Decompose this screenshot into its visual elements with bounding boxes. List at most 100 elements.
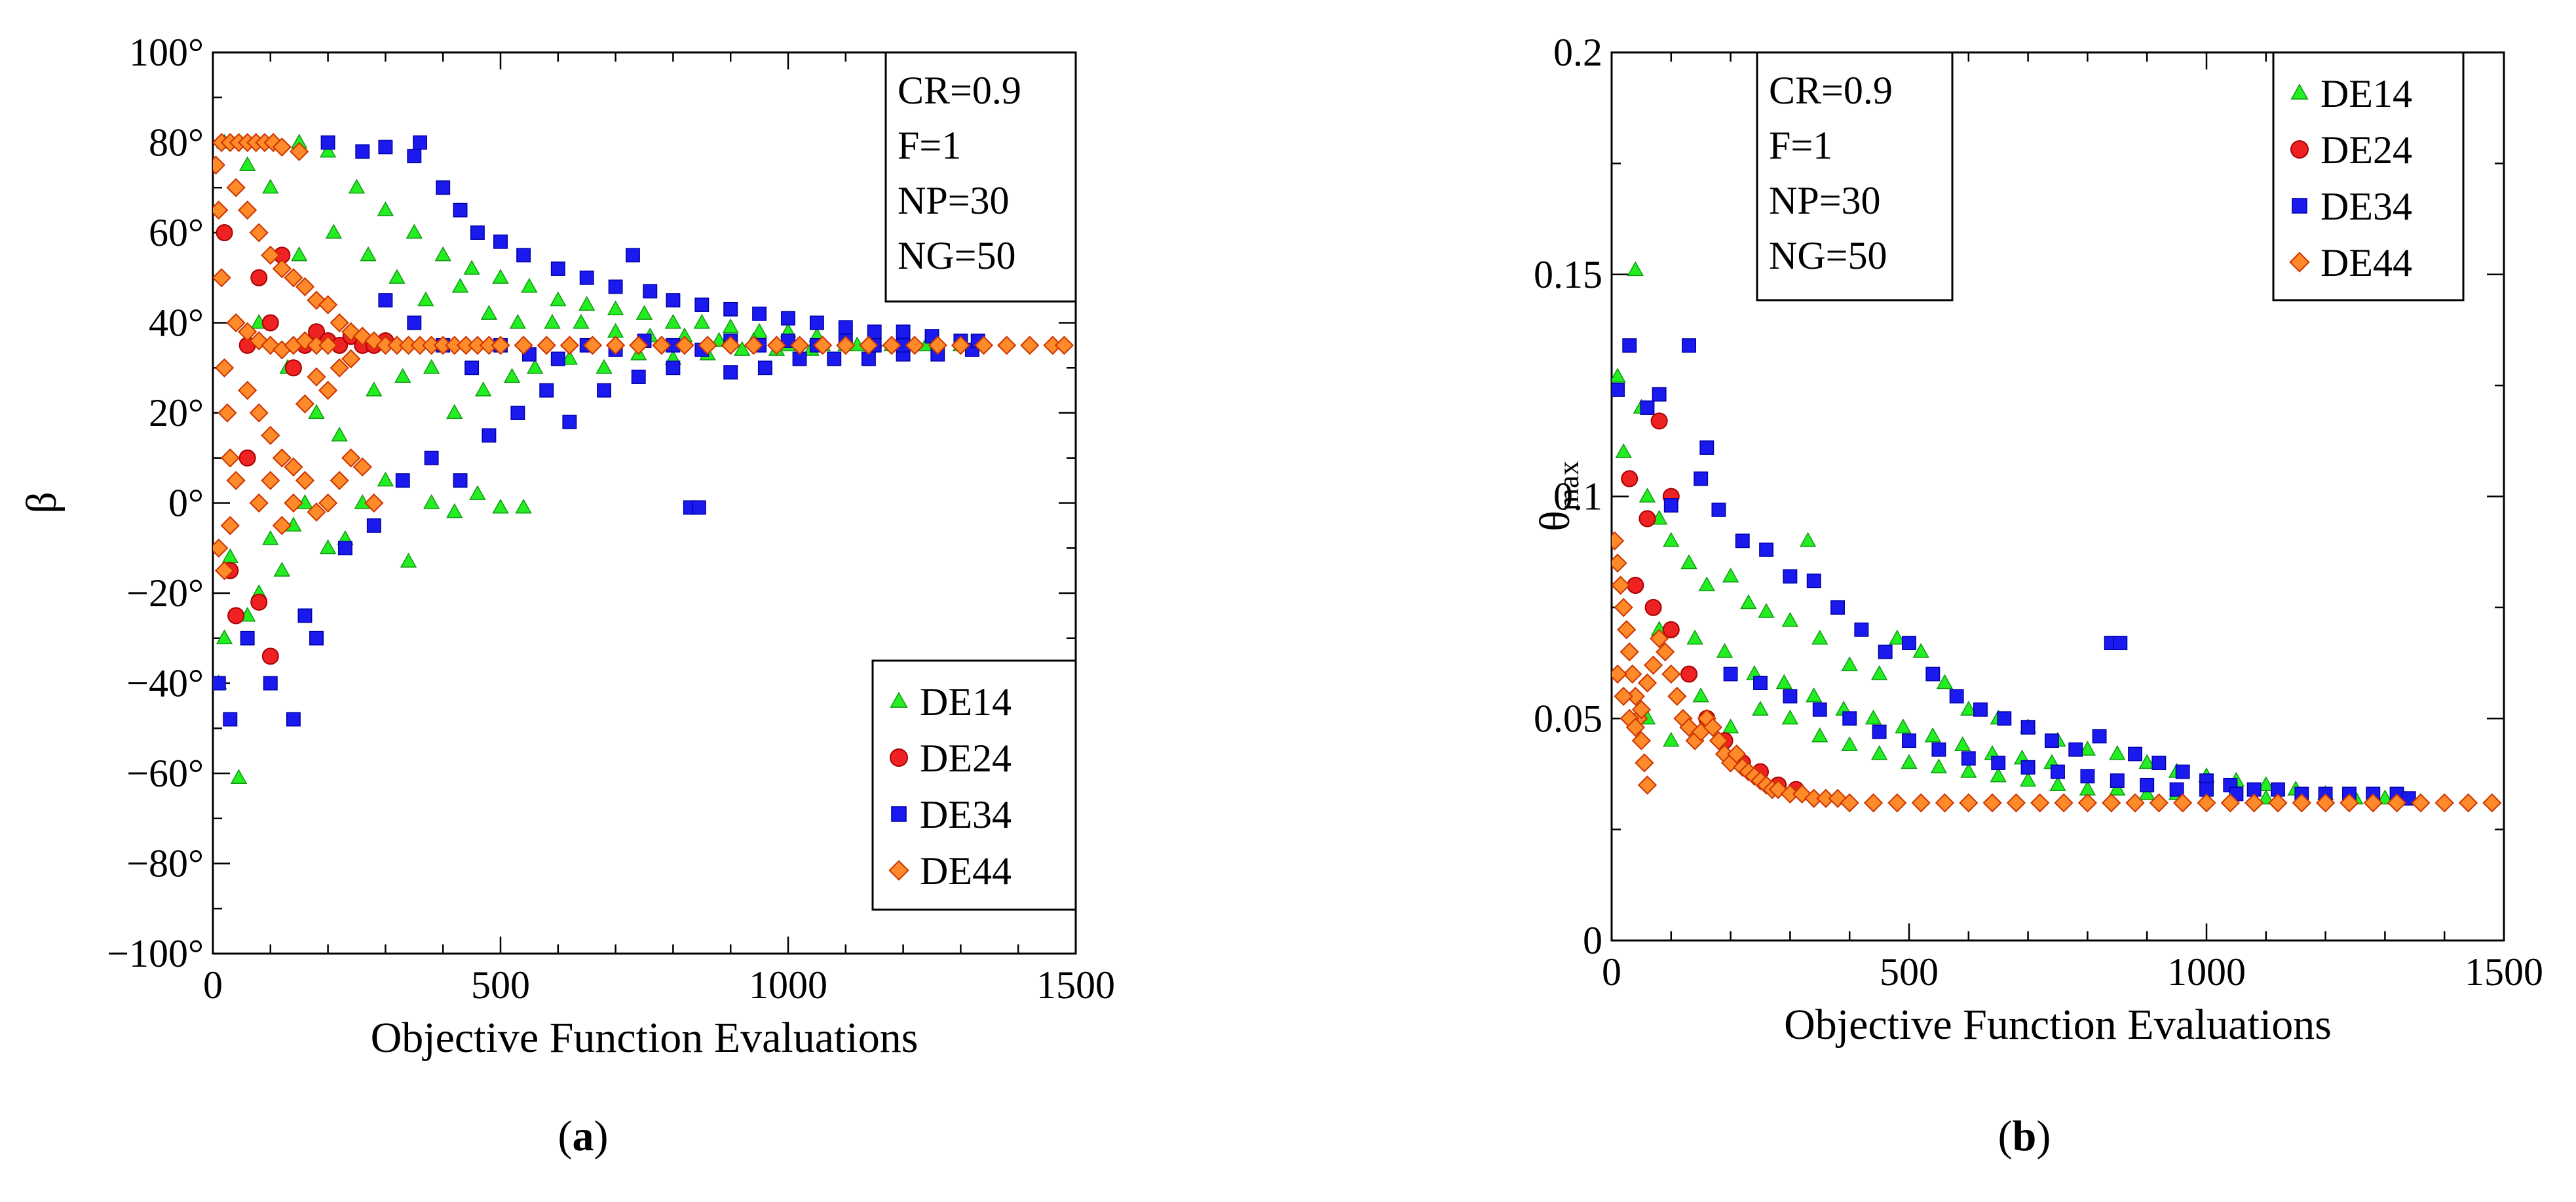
point-de14 [308, 404, 325, 419]
point-de34 [1931, 742, 1946, 757]
point-de14 [1811, 629, 1828, 645]
params-box [884, 51, 1077, 303]
point-de34 [453, 473, 468, 488]
legend-label: DE14 [2320, 72, 2412, 115]
point-de14 [1612, 368, 1626, 383]
legend-label: DE14 [920, 680, 1012, 724]
point-de34 [355, 144, 370, 159]
x-axis-label: Objective Function Evaluations [1784, 1001, 2332, 1049]
point-de14 [1954, 736, 1971, 752]
point-de14 [492, 269, 509, 284]
point-de14 [417, 291, 434, 307]
point-de34 [1783, 569, 1798, 584]
point-de14 [515, 498, 532, 514]
point-de14 [1811, 727, 1828, 743]
param-text: NG=50 [1769, 234, 1887, 277]
point-de14 [607, 300, 624, 316]
point-de14 [1740, 594, 1757, 610]
point-de44 [721, 336, 740, 355]
point-de44 [1667, 686, 1687, 706]
point-de44 [284, 457, 303, 477]
point-de14 [423, 359, 440, 374]
point-de14 [377, 471, 394, 487]
point-de44 [1617, 620, 1637, 640]
point-de44 [1612, 664, 1627, 684]
legend-marker-de24 [890, 748, 908, 767]
point-de44 [218, 403, 237, 423]
point-de14 [1895, 718, 1912, 733]
point-de44 [249, 493, 269, 513]
point-de14 [664, 313, 682, 329]
point-de44 [698, 336, 717, 355]
point-de34 [1759, 542, 1774, 557]
point-de34 [1735, 533, 1750, 549]
point-de34 [286, 712, 301, 727]
point-de14 [2049, 776, 2066, 792]
point-de14 [693, 313, 710, 329]
point-de34 [1622, 338, 1637, 353]
point-de14 [492, 498, 509, 514]
point-de14 [406, 223, 423, 239]
point-de44 [352, 457, 372, 477]
point-de34 [643, 284, 658, 299]
point-de34 [2175, 764, 2190, 779]
point-de44 [2220, 793, 2240, 813]
point-de34 [366, 518, 381, 533]
point-de44 [213, 201, 229, 220]
point-de44 [2125, 793, 2145, 813]
point-de44 [1612, 575, 1631, 595]
point-de14 [578, 296, 596, 311]
point-de34 [1699, 440, 1714, 455]
point-de14 [1775, 674, 1792, 689]
param-text: NP=30 [1769, 179, 1881, 222]
point-de34 [2401, 791, 2416, 806]
point-de14 [423, 494, 440, 509]
point-de44 [290, 142, 309, 161]
point-de44 [226, 178, 246, 197]
point-de34 [1949, 689, 1964, 704]
point-de34 [1652, 387, 1667, 402]
point-de44 [928, 336, 947, 355]
point-de34 [240, 630, 255, 646]
point-de24 [261, 314, 279, 332]
point-de34 [413, 135, 428, 150]
point-de34 [1902, 733, 1916, 748]
point-de34 [453, 203, 468, 218]
series-de34 [213, 135, 985, 727]
point-de24 [261, 648, 279, 665]
chart-b: 0 500 1000 1500 0 0.05 0.1 0.15 0.2 Objective Fun… [1531, 31, 2543, 1160]
point-de44 [1661, 664, 1681, 684]
point-de34 [297, 608, 313, 623]
point-de34 [378, 140, 393, 155]
point-de14 [1781, 709, 1799, 725]
point-de34 [1694, 471, 1709, 486]
point-de44 [2245, 793, 2264, 813]
legend-label: DE24 [920, 737, 1012, 780]
point-de44 [859, 336, 879, 355]
point-de14 [561, 349, 578, 365]
chart-caption-letter: b [2013, 1112, 2037, 1160]
point-de44 [675, 336, 694, 355]
point-de14 [1615, 443, 1632, 458]
chart-caption: (b) [1998, 1112, 2051, 1160]
x-tick-label: 0 [203, 963, 223, 1007]
y-tick-label: −100° [107, 932, 204, 975]
point-de24 [1638, 510, 1656, 528]
point-de44 [1863, 793, 1884, 813]
point-de34 [631, 370, 646, 384]
point-de14 [1865, 709, 1882, 725]
point-de44 [1054, 336, 1074, 355]
legend-marker-de44 [888, 860, 909, 881]
point-de34 [1753, 676, 1768, 690]
point-de14 [1912, 643, 1929, 658]
point-de34 [1991, 756, 2006, 770]
point-de34 [2020, 760, 2036, 775]
point-de44 [537, 336, 556, 355]
y-axis-label: θmax [1531, 461, 1585, 531]
point-de44 [997, 336, 1017, 355]
point-de34 [896, 324, 911, 339]
point-de34 [1961, 751, 1976, 766]
point-de44 [272, 259, 292, 279]
point-de14 [722, 318, 739, 334]
